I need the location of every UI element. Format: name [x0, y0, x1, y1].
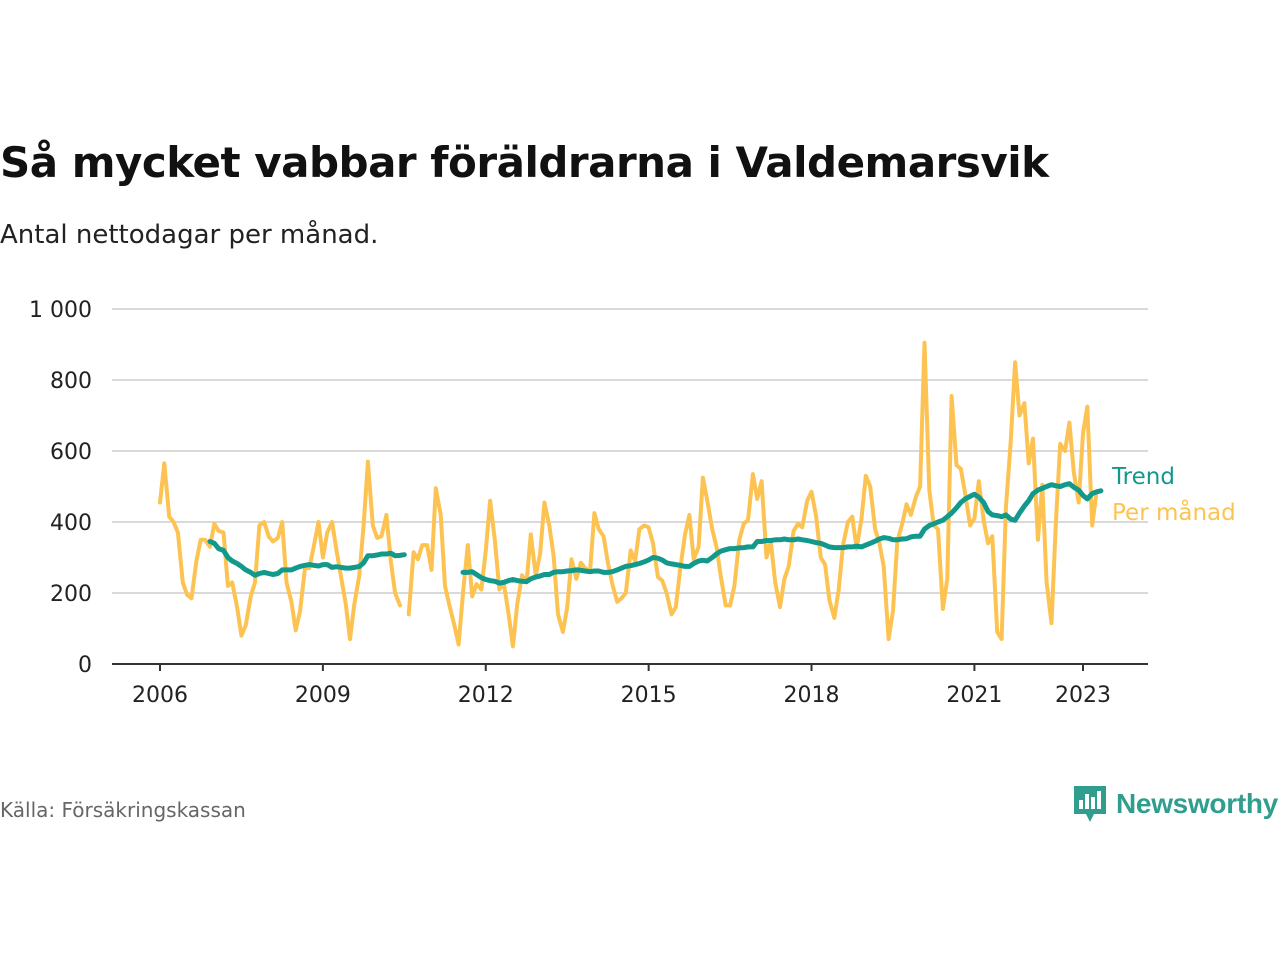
trend-series-line — [207, 539, 407, 578]
x-tick-label: 2018 — [784, 683, 840, 708]
y-tick-label: 600 — [50, 440, 92, 465]
y-tick-label: 200 — [50, 582, 92, 607]
y-axis-ticks: 0 200 400 600 800 1 000 — [29, 298, 92, 678]
x-tick-label: 2006 — [132, 683, 188, 708]
y-tick-label: 800 — [50, 369, 92, 394]
legend-label-trend: Trend — [1111, 464, 1175, 490]
newsworthy-logo-icon — [1074, 786, 1106, 822]
x-axis-ticks: 2006 2009 2012 2015 2018 2021 2023 — [112, 663, 1148, 708]
brand-logo: Newsworthy — [1072, 784, 1278, 824]
legend-label-per-manad: Per månad — [1112, 498, 1236, 526]
source-note: Källa: Försäkringskassan — [0, 798, 246, 822]
monthly-series-line — [406, 340, 1099, 649]
x-tick-label: 2023 — [1055, 683, 1111, 708]
x-tick-label: 2021 — [946, 683, 1002, 708]
y-tick-label: 0 — [78, 653, 92, 678]
x-tick-label: 2012 — [458, 683, 514, 708]
x-tick-label: 2009 — [295, 683, 351, 708]
gridlines — [112, 308, 1148, 594]
chart-title: Så mycket vabbar föräldrarna i Valdemars… — [0, 138, 1049, 187]
chart-subtitle: Antal nettodagar per månad. — [0, 220, 379, 250]
y-tick-label: 1 000 — [29, 298, 92, 323]
x-tick-label: 2015 — [621, 683, 677, 708]
series-lines — [158, 340, 1104, 649]
legend: Trend Per månad — [1111, 464, 1236, 526]
trend-series-line — [460, 481, 1104, 586]
y-tick-label: 400 — [50, 511, 92, 536]
brand-name: Newsworthy — [1116, 788, 1278, 819]
monthly-series-line — [158, 459, 402, 642]
